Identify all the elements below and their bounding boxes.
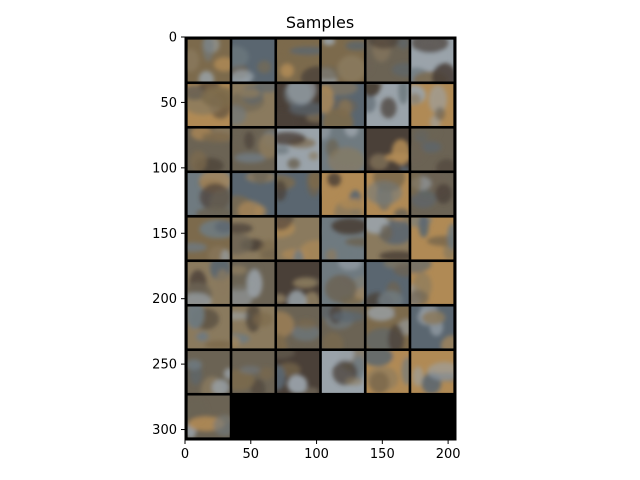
- sample-tile: [366, 217, 409, 260]
- sample-tile: [321, 173, 364, 215]
- sample-tile: [411, 128, 454, 171]
- x-tick-label: 0: [181, 447, 189, 462]
- sample-tile: [321, 217, 364, 260]
- sample-tile: [321, 262, 364, 304]
- sample-tile: [321, 351, 364, 393]
- sample-tile: [321, 84, 364, 126]
- sample-image-grid: [185, 37, 456, 440]
- sample-tile: [232, 351, 275, 393]
- sample-tile: [232, 173, 275, 215]
- sample-tile: [366, 306, 409, 349]
- sample-tile: [187, 39, 230, 82]
- sample-tile: [411, 39, 454, 82]
- sample-tile: [366, 351, 409, 393]
- sample-tile: [277, 306, 320, 349]
- sample-tile: [411, 306, 454, 349]
- sample-tile: [277, 128, 320, 171]
- x-tick-label: 150: [370, 447, 395, 462]
- sample-tile: [187, 395, 230, 438]
- sample-tile: [187, 84, 230, 126]
- sample-tile: [411, 262, 454, 304]
- sample-tile: [277, 351, 320, 393]
- x-tick-label: 100: [304, 447, 329, 462]
- y-tick-label: 50: [160, 96, 177, 111]
- y-tick-label: 200: [152, 292, 177, 307]
- x-tick-label: 200: [436, 447, 461, 462]
- sample-tile: [232, 217, 275, 260]
- sample-tile: [187, 306, 230, 349]
- sample-tile: [187, 173, 230, 215]
- sample-tile: [366, 173, 409, 215]
- sample-tile: [411, 351, 454, 393]
- sample-tile: [411, 217, 454, 260]
- sample-tile: [366, 128, 409, 171]
- sample-tile: [187, 351, 230, 393]
- sample-tile: [232, 128, 275, 171]
- y-tick-label: 150: [152, 227, 177, 242]
- sample-tile: [232, 39, 275, 82]
- sample-tile: [187, 217, 230, 260]
- sample-tile: [232, 306, 275, 349]
- x-axis: 0 50 100 150 200: [181, 440, 461, 462]
- sample-tile: [411, 173, 454, 215]
- sample-tile: [366, 84, 409, 126]
- sample-tile: [411, 84, 454, 126]
- sample-tile: [366, 39, 409, 82]
- y-tick-label: 0: [169, 31, 177, 46]
- sample-tile: [321, 306, 364, 349]
- sample-tile: [277, 39, 320, 82]
- sample-tile: [187, 128, 230, 171]
- sample-tile: [187, 262, 230, 304]
- sample-tile: [321, 128, 364, 171]
- sample-tile: [277, 173, 320, 215]
- image-background: [185, 37, 456, 440]
- y-axis: 0 50 100 150 200 250 300: [152, 31, 185, 438]
- sample-tile: [277, 217, 320, 260]
- y-tick-label: 300: [152, 423, 177, 438]
- sample-tile: [277, 84, 320, 126]
- sample-tile: [232, 84, 275, 126]
- y-tick-label: 100: [152, 161, 177, 176]
- sample-tile: [366, 262, 409, 304]
- figure-title: Samples: [286, 13, 354, 32]
- y-tick-label: 250: [152, 358, 177, 373]
- x-tick-label: 50: [243, 447, 260, 462]
- sample-tile: [321, 39, 364, 82]
- axes-frame: [184, 36, 457, 441]
- sample-tile: [232, 262, 275, 304]
- sample-tile: [277, 262, 320, 304]
